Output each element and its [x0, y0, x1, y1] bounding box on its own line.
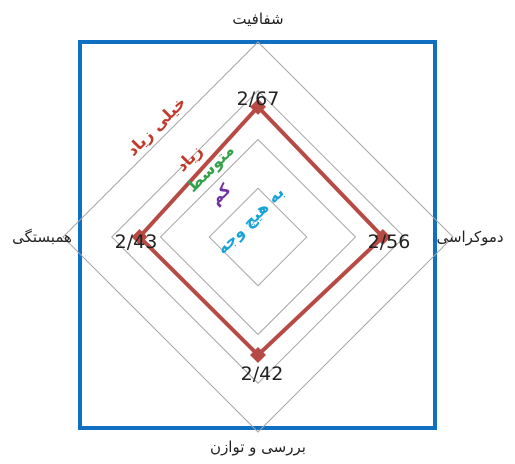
axis-label-top: شفافیت — [232, 10, 283, 28]
data-point-marker — [250, 346, 266, 363]
grid-ring-3 — [111, 90, 405, 384]
radar-markers — [131, 98, 391, 363]
grid-ring-2 — [159, 138, 357, 336]
data-point-marker — [131, 229, 148, 245]
value-label-top: 2/67 — [237, 88, 280, 110]
grid-ring-1 — [208, 187, 308, 287]
axis-label-left: همبستگی — [12, 228, 72, 246]
data-point-marker — [374, 229, 391, 245]
radar-series — [136, 103, 386, 358]
value-label-left: 2/43 — [115, 231, 158, 253]
level-label-low: کم — [206, 179, 235, 208]
axis-label-bottom: بررسی و توازن — [210, 438, 306, 456]
grid-ring-4 — [62, 41, 454, 433]
level-label-very-high: خیلی زیاد — [123, 93, 190, 160]
data-point-marker — [250, 98, 266, 115]
value-label-bottom: 2/42 — [241, 363, 284, 385]
radar-grid — [62, 41, 454, 433]
axis-label-right: دموکراسی — [436, 228, 503, 246]
series-line — [136, 103, 386, 358]
value-label-right: 2/56 — [368, 231, 411, 253]
